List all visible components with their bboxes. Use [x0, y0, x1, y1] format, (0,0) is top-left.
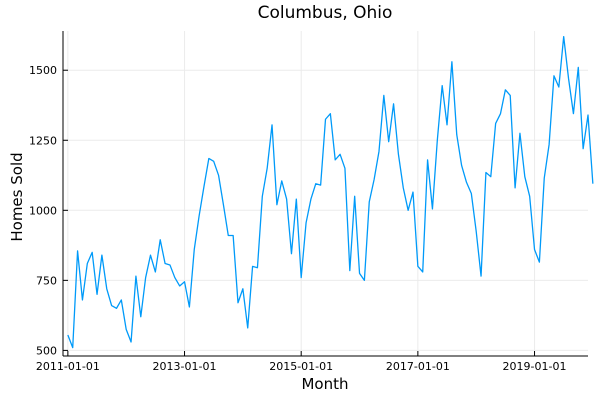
y-axis-label: Homes Sold [8, 152, 26, 241]
grid-layer [63, 31, 588, 356]
x-tick-label: 2013-01-01 [153, 360, 217, 373]
axes-layer [62, 31, 588, 357]
y-tick-label: 1250 [29, 134, 57, 147]
series-layer [67, 35, 594, 349]
y-tick-label: 1000 [29, 204, 57, 217]
x-tick-label: 2019-01-01 [503, 360, 567, 373]
y-tick-label: 500 [36, 344, 57, 357]
chart-title: Columbus, Ohio [258, 3, 393, 23]
x-tick-label: 2011-01-01 [36, 360, 100, 373]
y-tick-label: 750 [36, 274, 57, 287]
x-tick-label: 2017-01-01 [386, 360, 450, 373]
y-tick-label: 1500 [29, 64, 57, 77]
series-line [67, 35, 594, 349]
ticks-layer: 500 750 1000 1250 1500 2011-01-01 2013-01-01 20… [29, 64, 566, 373]
x-tick-label: 2015-01-01 [269, 360, 333, 373]
x-axis-label: Month [301, 375, 348, 393]
